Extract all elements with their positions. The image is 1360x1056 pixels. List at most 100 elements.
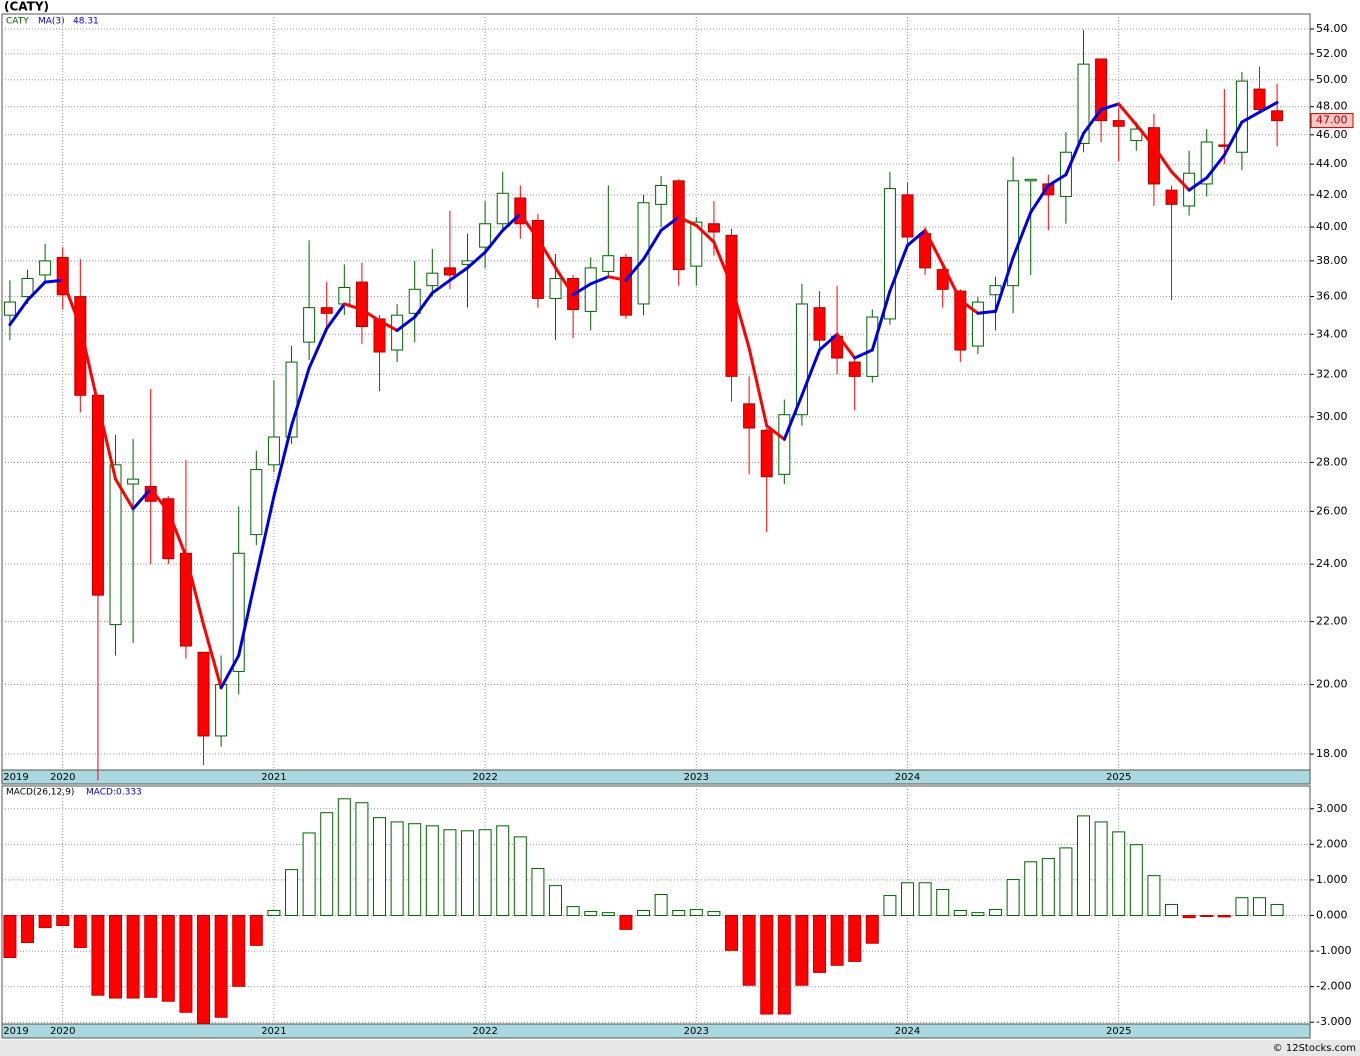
macd-bar <box>1077 815 1091 916</box>
macd-bar <box>390 821 404 916</box>
x-tick-label: 2024 <box>895 1026 920 1037</box>
candle-body <box>197 651 210 737</box>
y-tick-label: 34.00 <box>1316 327 1348 340</box>
candle-body <box>109 464 122 626</box>
macd-title: MACD(26,12,9) <box>6 788 74 798</box>
macd-bar <box>654 894 668 916</box>
ma-line-segment <box>835 332 857 360</box>
y-tick-label: 46.00 <box>1316 128 1348 141</box>
candle-body <box>408 288 421 314</box>
chart-title: (CATY) <box>4 0 49 14</box>
macd-bar <box>109 914 123 999</box>
macd-value: MACD:0.333 <box>86 788 142 798</box>
candle-body <box>1235 80 1248 153</box>
candle-body <box>514 197 527 225</box>
macd-bar <box>760 914 774 1015</box>
ma-line-segment <box>659 215 681 232</box>
macd-bar <box>1270 903 1284 916</box>
x-tick-label: 2022 <box>472 1026 497 1037</box>
candle-body <box>971 301 984 347</box>
y-tick-label: 26.00 <box>1316 504 1348 517</box>
candle-body <box>215 684 228 737</box>
candle-body <box>725 234 738 377</box>
ma-line-segment <box>78 325 100 406</box>
ma-line-segment <box>395 315 417 332</box>
macd-bar <box>584 911 598 916</box>
ma-line-segment <box>1170 170 1191 192</box>
ma-line-segment <box>571 282 593 297</box>
candle-body <box>1112 120 1125 127</box>
y-tick-label: 32.00 <box>1316 367 1348 380</box>
macd-bar <box>197 914 211 1024</box>
ma-line-segment <box>1046 173 1068 187</box>
candle-body <box>496 192 509 225</box>
ma-line-segment <box>1011 210 1033 259</box>
ma-line-segment <box>114 477 135 511</box>
macd-bar <box>285 869 299 916</box>
candle-body <box>1271 110 1284 122</box>
macd-bar <box>549 885 563 916</box>
macd-bar <box>21 914 35 944</box>
ma-line-segment <box>360 308 382 323</box>
macd-bar <box>337 798 351 916</box>
last-price-box <box>1310 113 1354 129</box>
macd-bar <box>249 914 263 946</box>
macd-bar <box>320 812 334 916</box>
candle-body <box>619 256 632 316</box>
ma-line-segment <box>642 228 663 261</box>
date-strip <box>1 1023 1311 1039</box>
macd-bar <box>813 914 827 973</box>
candle-body <box>743 403 756 429</box>
ma-line-segment <box>1117 102 1138 127</box>
ma-line-segment <box>694 223 716 244</box>
candle-body <box>373 318 386 353</box>
x-tick-label: 2025 <box>1106 772 1131 783</box>
ma-line-segment <box>272 424 294 498</box>
y-tick-label: -2.000 <box>1316 980 1351 993</box>
ma-line-segment <box>483 228 505 254</box>
x-tick-label: 2023 <box>684 1026 709 1037</box>
candle-body <box>760 429 773 478</box>
macd-bar <box>707 911 721 916</box>
ma-label: MA(3) <box>38 17 65 27</box>
candle-body <box>883 188 896 320</box>
ma-line-segment <box>43 278 65 284</box>
macd-bar <box>1217 914 1231 918</box>
macd-bar <box>865 914 879 944</box>
candle-body <box>989 285 1002 296</box>
macd-bar <box>91 914 105 996</box>
y-tick-label: 20.00 <box>1316 678 1348 691</box>
ma-line-segment <box>184 554 206 627</box>
ma-line-segment <box>131 487 153 511</box>
y-tick-label: 1.000 <box>1316 873 1348 886</box>
y-tick-label: 38.00 <box>1316 254 1348 267</box>
ma-line-segment <box>589 275 610 286</box>
macd-bar <box>513 836 527 916</box>
candle-body <box>936 269 949 290</box>
macd-bar <box>161 914 175 1002</box>
macd-bar <box>742 914 756 986</box>
candle-body <box>127 478 140 485</box>
y-tick-label: 42.00 <box>1316 188 1348 201</box>
ma-line-segment <box>730 284 751 350</box>
ma-line-segment <box>870 289 892 352</box>
macd-bar <box>1112 831 1126 916</box>
macd-bar <box>73 914 87 949</box>
ma-line-segment <box>994 255 1015 313</box>
macd-bar <box>672 910 686 916</box>
macd-bar <box>461 830 475 916</box>
macd-bar <box>795 914 809 986</box>
candle-body <box>901 194 914 238</box>
y-tick-label: -1.000 <box>1316 944 1351 957</box>
macd-bar <box>355 802 369 916</box>
ma-line-segment <box>26 280 47 302</box>
candle-body <box>39 260 52 276</box>
macd-bar <box>1059 847 1073 916</box>
candle-body <box>1130 128 1143 142</box>
ma-line-segment <box>96 402 118 481</box>
ma-line-segment <box>747 346 769 428</box>
ma-line-segment <box>1152 144 1174 174</box>
ma-line-segment <box>606 275 628 282</box>
x-tick-label: 2020 <box>50 772 75 783</box>
candle-body <box>479 223 492 248</box>
